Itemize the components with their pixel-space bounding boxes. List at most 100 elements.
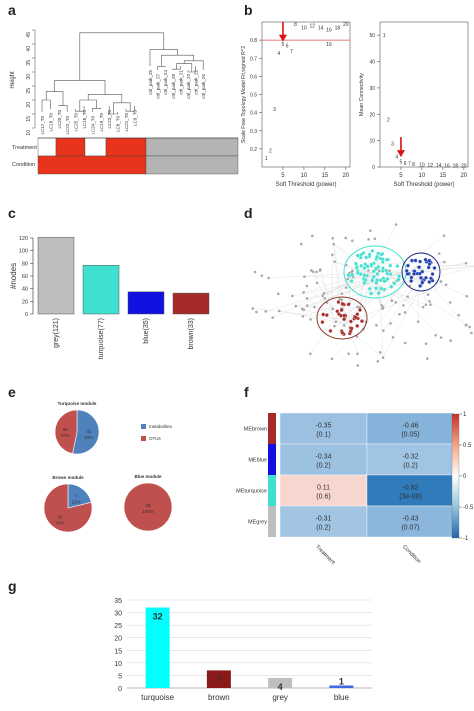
heatmap-colorbar [451,413,460,539]
network-node-brown [320,320,325,325]
network-node-turquoise [384,257,389,262]
heatmap-colorbar-label: 1 [463,412,467,418]
network-node-turquoise [354,261,358,266]
network-node-grey [303,275,306,278]
nodes-y-tick-label: 60 [22,274,28,280]
network-node-grey [381,356,385,360]
dendro-branch [87,94,123,103]
network-node-grey [425,357,429,360]
network-node-turquoise [364,255,369,260]
dendro-branch [45,91,64,106]
sft-fit-point-label: 12 [310,24,316,30]
network-node-grey [470,331,473,335]
network-node-turquoise [379,286,384,291]
network-node-brown [348,319,353,324]
network-edge [383,275,423,331]
mean-connectivity-point-label: 7 [408,162,411,168]
network-node-grey [271,316,274,319]
heatmap-cell [279,474,368,507]
network-node-grey [331,307,335,311]
network-node-grey [356,364,360,367]
sft-fit-point-label: 1 [265,156,268,162]
sft-fit-x-tick-label: 15 [322,173,329,179]
network-node-grey [342,324,346,327]
network-node-blue [427,262,432,266]
network-node-turquoise [358,255,363,260]
network-edge [361,282,424,308]
heatmap-row-label: MEblue [248,458,267,464]
network-node-grey [434,333,437,337]
mean-connectivity-x-tick-label: 15 [440,173,447,179]
network-node-brown [346,302,351,307]
condition-track-segment [145,155,239,175]
panel-label-e: e [8,384,16,400]
nodes-y-tick-label: 120 [19,236,28,242]
network-node-grey [277,309,281,313]
network-node-grey [277,292,280,296]
dendro-leaf-label: ctrl_park_21 [178,70,183,95]
heatmap-cell-value: -0.31 [316,516,332,523]
network-node-turquoise [354,265,359,270]
pie-brown-slice-percent: 21% [72,500,81,505]
g-category-label: brown [208,693,230,702]
network-node-grey [416,320,420,323]
network-node-turquoise [370,248,375,253]
network-node-turquoise [388,263,393,268]
mean-connectivity-point-label: 18 [453,164,459,170]
network-node-grey [346,277,349,281]
heatmap-cell-pvalue: (0.2) [316,525,330,532]
network-node-grey [369,229,372,233]
dendro-y-tick-label: 25 [26,88,32,94]
nodes-category-label: brown(33) [188,318,195,350]
dendro-leaf-label: LC9_T0 [132,110,137,127]
heatmap-row-color [268,444,276,475]
g-data-label: 1 [339,676,344,686]
mean-connectivity-y-tick-label: 20 [369,112,375,118]
g-bar [206,670,231,688]
dendro-y-label: Height [10,71,16,89]
network-node-grey [302,308,306,312]
network-node-grey [449,339,452,342]
pie-turquoise-slice-value: 41 [87,429,93,434]
network-node-grey [340,292,344,295]
mean-connectivity-point-label: 1 [383,33,386,39]
dendro-branch [54,80,106,95]
sft-fit-x-tick-label: 10 [301,173,308,179]
panel-label-g: g [8,578,17,594]
network-node-turquoise [378,278,383,283]
sft-fit-y-tick-label: 0.4 [250,111,257,117]
pie-blue-slice [123,482,173,532]
network-node-turquoise [367,252,372,257]
heatmap-cell-value: -0.46 [403,423,419,430]
network-node-turquoise [374,266,379,271]
sft-fit-y-tick-label: 0.7 [250,56,257,62]
dendro-leaf-label: LC19_T0 [99,113,104,132]
network-node-blue [430,278,435,283]
dendro-branch [41,99,51,112]
condition-track-segment [37,155,147,175]
sft-fit-y-tick-label: 0.2 [250,147,257,153]
nodes-bar [37,237,75,315]
heatmap-cell-value: -0.92 [403,485,419,492]
dendro-leaf-label: LC20_T0 [57,110,62,129]
mean-connectivity-y-label: Mean Connectivity [359,73,365,116]
network-edge [333,317,384,358]
mean-connectivity-x-tick-label: 5 [399,173,403,179]
network-node-grey [347,352,350,356]
nodes-y-tick-label: 0 [25,312,28,318]
network-node-grey [377,269,381,273]
nodes-bar [172,292,210,315]
network-edge [334,316,350,327]
network-node-grey [309,318,312,321]
nodes-bar [127,291,165,315]
network-node-grey [305,297,309,300]
heatmap-colorbar-label: 0.5 [463,443,472,449]
network-node-grey [322,291,326,295]
heatmap-row-color [268,506,276,537]
network-node-grey [267,276,270,280]
dendro-leaf-label: ctrl_park_23 [186,74,191,99]
network-node-blue [418,283,423,288]
nodes-bar [82,264,120,315]
network-node-grey [291,294,294,298]
network-node-brown [349,326,354,331]
